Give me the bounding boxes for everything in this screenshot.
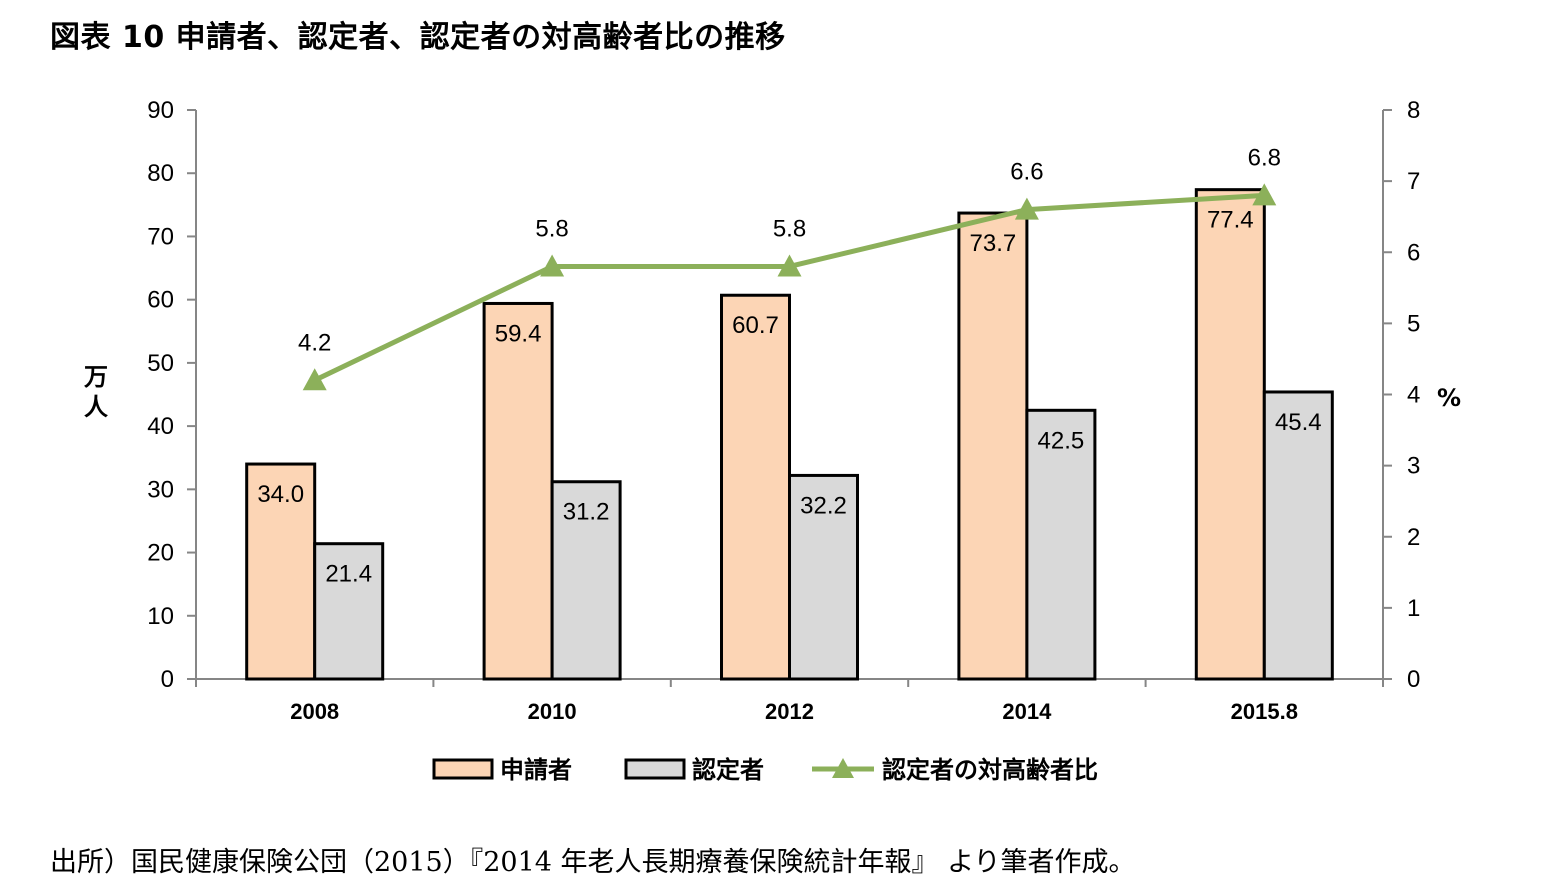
right-tick-label: 3: [1407, 453, 1420, 480]
bar-certified: [1262, 390, 1334, 681]
left-tick-label: 60: [147, 287, 174, 314]
right-tick-label: 2: [1407, 524, 1420, 551]
ratio-point-label: 5.8: [535, 215, 568, 242]
bar-certified: [788, 473, 859, 681]
legend: 申請者 認定者 認定者の対高齢者比: [432, 756, 1098, 784]
bars: [245, 188, 1334, 681]
left-tick-label: 80: [147, 160, 174, 187]
left-tick-label: 70: [147, 223, 174, 250]
x-tick-label: 2014: [1002, 699, 1052, 724]
ratio-point-label: 6.8: [1248, 144, 1281, 171]
ratio-point-marker: [302, 368, 327, 391]
left-axis-label: 万人: [84, 363, 108, 421]
ratio-point-marker: [540, 254, 565, 277]
ratio-point-marker: [1014, 197, 1039, 220]
x-tick-label: 2012: [765, 699, 814, 724]
right-tick-label: 1: [1407, 595, 1420, 622]
left-tick-label: 40: [147, 413, 174, 440]
legend-swatch-ratio-marker: [832, 758, 854, 778]
bar-certified-label: 45.4: [1275, 409, 1322, 436]
bar-applicants-label: 34.0: [257, 481, 304, 508]
chart: 0 10 20 30 40 50 60 70 80 90 0 1 2 3 4 5 6 7 8 2008 2010 2012…: [84, 97, 1461, 784]
bar-applicants: [957, 211, 1029, 681]
left-tick-label: 90: [147, 97, 174, 124]
x-tick-label: 2015.8: [1231, 699, 1298, 724]
data-labels: 34.0 21.4 59.4 31.2 60.7 32.2 73.7 42.5 77.4 45.4…: [257, 144, 1321, 587]
ratio-point-label: 5.8: [773, 215, 806, 242]
right-tick-label: 8: [1407, 97, 1420, 124]
right-tick-label: 5: [1407, 310, 1420, 337]
bar-certified-label: 42.5: [1038, 427, 1085, 454]
bar-certified-label: 31.2: [563, 499, 610, 526]
x-tick-label: 2008: [290, 699, 339, 724]
source-note: 出所）国民健康保険公団（2015）『2014 年老人長期療養保険統計年報』 より…: [50, 847, 1136, 878]
ratio-point-marker: [1252, 183, 1277, 206]
legend-label-ratio: 認定者の対高齢者比: [882, 756, 1098, 784]
x-tick-label: 2010: [528, 699, 577, 724]
legend-label-applicants: 申請者: [500, 756, 572, 784]
bar-applicants-label: 77.4: [1207, 207, 1254, 234]
left-tick-label: 50: [147, 350, 174, 377]
bar-applicants: [720, 293, 791, 681]
bar-applicants-label: 59.4: [495, 320, 542, 347]
bar-applicants: [1194, 188, 1266, 681]
legend-swatch-certified: [624, 758, 686, 780]
chart-title: 図表 10 申請者、認定者、認定者の対高齢者比の推移: [50, 20, 786, 55]
bar-certified-label: 32.2: [800, 492, 847, 519]
left-tick-label: 0: [161, 666, 174, 693]
left-tick-label: 10: [147, 603, 174, 630]
legend-swatch-applicants: [432, 758, 494, 780]
left-tick-label: 30: [147, 476, 174, 503]
bar-certified: [313, 542, 385, 681]
legend-label-certified: 認定者: [692, 756, 764, 784]
right-tick-label: 4: [1407, 382, 1420, 409]
ratio-point-label: 4.2: [298, 329, 331, 356]
bar-certified: [550, 480, 622, 681]
ratio-line: [302, 183, 1277, 391]
bar-applicants: [245, 462, 317, 681]
right-tick-label: 7: [1407, 168, 1420, 195]
bar-applicants-label: 60.7: [732, 312, 779, 339]
bar-applicants: [482, 301, 554, 681]
ratio-point-marker: [777, 254, 802, 277]
bar-certified-label: 21.4: [325, 561, 372, 588]
right-tick-label: 6: [1407, 239, 1420, 266]
bar-certified: [1025, 408, 1097, 681]
ratio-point-label: 6.6: [1010, 159, 1043, 186]
left-tick-label: 20: [147, 540, 174, 567]
bar-applicants-label: 73.7: [970, 230, 1017, 257]
right-tick-label: 0: [1407, 666, 1420, 693]
right-axis-label: %: [1437, 384, 1461, 412]
